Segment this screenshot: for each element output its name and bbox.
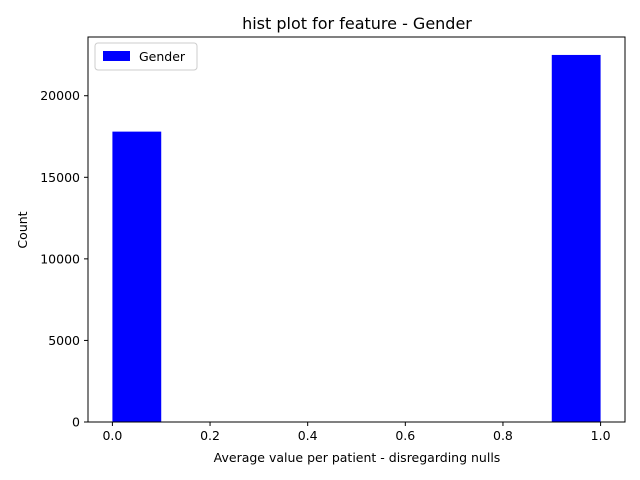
x-tick-label: 0.2 bbox=[200, 428, 220, 443]
legend-swatch bbox=[103, 51, 130, 61]
y-axis-ticks: 0 5000 10000 15000 20000 bbox=[40, 88, 88, 430]
x-tick-label: 0.0 bbox=[102, 428, 122, 443]
x-axis-label: Average value per patient - disregarding… bbox=[214, 450, 501, 465]
histogram-bar-0 bbox=[112, 131, 162, 422]
x-tick-label: 0.6 bbox=[395, 428, 415, 443]
legend-frame bbox=[94, 42, 198, 71]
x-axis-ticks: 0.0 0.2 0.4 0.6 0.8 1.0 bbox=[102, 422, 611, 443]
y-tick-label: 20000 bbox=[40, 88, 80, 103]
x-tick-label: 0.4 bbox=[298, 428, 318, 443]
y-tick-label: 15000 bbox=[40, 170, 80, 185]
legend-label-gender: Gender bbox=[139, 49, 186, 64]
y-tick-label: 5000 bbox=[48, 333, 80, 348]
y-tick-label: 10000 bbox=[40, 251, 80, 266]
y-axis-label: Count bbox=[15, 211, 30, 248]
bars-group bbox=[112, 54, 601, 422]
chart-title: hist plot for feature - Gender bbox=[242, 14, 472, 33]
legend: Gender bbox=[94, 42, 198, 71]
y-tick-label: 0 bbox=[72, 415, 80, 430]
histogram-bar-1 bbox=[551, 54, 601, 422]
x-tick-label: 1.0 bbox=[591, 428, 611, 443]
x-tick-label: 0.8 bbox=[493, 428, 513, 443]
plot-frame bbox=[87, 36, 626, 423]
